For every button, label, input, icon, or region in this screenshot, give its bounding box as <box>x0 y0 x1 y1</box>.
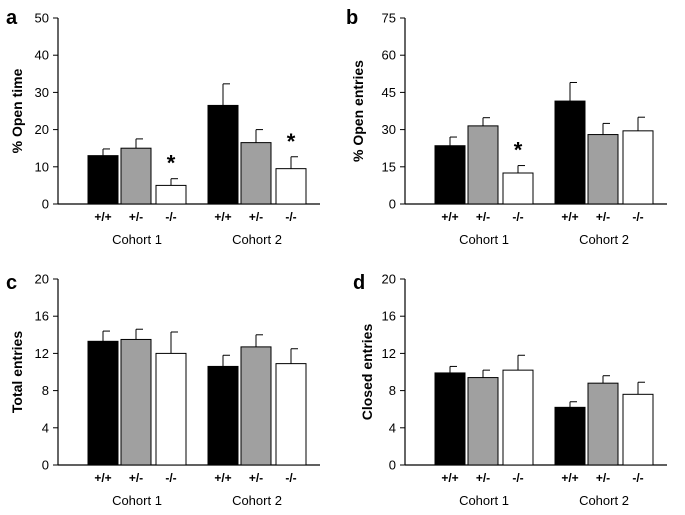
panel-label: a <box>6 7 18 29</box>
y-tick-label: 40 <box>35 48 49 63</box>
cohort-label: Cohort 2 <box>579 232 629 247</box>
y-tick-label: 30 <box>35 85 49 100</box>
category-label: +/- <box>129 210 143 224</box>
y-tick-label: 4 <box>389 420 396 435</box>
category-label: -/- <box>632 471 643 485</box>
y-tick-label: 12 <box>382 346 396 361</box>
bar-+/+ <box>87 340 119 466</box>
y-tick-label: 12 <box>35 346 49 361</box>
significance-marker: * <box>514 138 523 163</box>
category-label: +/+ <box>94 210 111 224</box>
cohort-label: Cohort 1 <box>112 493 162 508</box>
bar-+/- <box>120 338 152 466</box>
y-axis-label: Total entries <box>9 331 25 413</box>
y-tick-label: 10 <box>35 159 49 174</box>
cohort-label: Cohort 2 <box>579 493 629 508</box>
cohort-label: Cohort 2 <box>232 493 282 508</box>
bar--/- <box>502 369 534 466</box>
y-tick-label: 0 <box>42 197 49 212</box>
y-tick-label: 4 <box>42 420 49 435</box>
y-tick-label: 15 <box>382 159 396 174</box>
bar-+/- <box>120 147 152 205</box>
y-tick-label: 75 <box>382 11 396 26</box>
y-axis-label: % Open time <box>9 68 25 153</box>
y-tick-label: 50 <box>35 11 49 26</box>
category-label: +/- <box>129 471 143 485</box>
category-label: +/- <box>476 210 490 224</box>
bar-+/+ <box>434 145 466 205</box>
category-label: +/- <box>596 471 610 485</box>
bar-+/- <box>587 382 619 466</box>
category-label: +/+ <box>214 210 231 224</box>
bar--/- <box>155 352 187 466</box>
y-tick-label: 20 <box>35 272 49 287</box>
category-label: +/+ <box>94 471 111 485</box>
category-label: -/- <box>285 210 296 224</box>
category-label: -/- <box>512 471 523 485</box>
cohort-label: Cohort 1 <box>459 232 509 247</box>
y-tick-label: 60 <box>382 48 396 63</box>
y-tick-label: 8 <box>42 383 49 398</box>
category-label: +/+ <box>441 471 458 485</box>
bar--/- <box>155 184 187 205</box>
cohort-label: Cohort 2 <box>232 232 282 247</box>
significance-marker: * <box>287 129 296 154</box>
category-label: +/+ <box>214 471 231 485</box>
bar-+/- <box>467 377 499 466</box>
y-tick-label: 0 <box>389 197 396 212</box>
y-axis-label: Closed entries <box>359 324 375 421</box>
category-label: +/- <box>476 471 490 485</box>
y-tick-label: 16 <box>35 309 49 324</box>
significance-marker: * <box>167 151 176 176</box>
category-label: -/- <box>165 210 176 224</box>
y-tick-label: 0 <box>42 458 49 473</box>
y-tick-label: 20 <box>35 122 49 137</box>
category-label: +/- <box>249 471 263 485</box>
bar-+/+ <box>554 406 586 466</box>
bar--/- <box>622 393 654 466</box>
category-label: +/+ <box>441 210 458 224</box>
bar-+/+ <box>207 104 239 205</box>
y-axis-label: % Open entries <box>350 60 366 162</box>
y-tick-label: 8 <box>389 383 396 398</box>
bar-+/+ <box>434 372 466 466</box>
category-label: -/- <box>165 471 176 485</box>
bar-+/+ <box>87 155 119 205</box>
y-tick-label: 16 <box>382 309 396 324</box>
bar--/- <box>275 168 307 205</box>
bar--/- <box>622 130 654 205</box>
bar-+/- <box>587 134 619 205</box>
category-label: -/- <box>512 210 523 224</box>
y-tick-label: 45 <box>382 85 396 100</box>
category-label: +/+ <box>561 210 578 224</box>
y-tick-label: 20 <box>382 272 396 287</box>
category-label: +/- <box>249 210 263 224</box>
bar-+/- <box>467 125 499 205</box>
panel-label: c <box>6 272 17 294</box>
panel-label: d <box>353 272 365 294</box>
cohort-label: Cohort 1 <box>112 232 162 247</box>
bar--/- <box>502 172 534 205</box>
category-label: +/+ <box>561 471 578 485</box>
bar-+/+ <box>207 365 239 466</box>
category-label: -/- <box>285 471 296 485</box>
category-label: -/- <box>632 210 643 224</box>
bar-+/- <box>240 142 272 205</box>
y-tick-label: 0 <box>389 458 396 473</box>
bar-+/+ <box>554 100 586 205</box>
panel-label: b <box>346 7 358 29</box>
cohort-label: Cohort 1 <box>459 493 509 508</box>
y-tick-label: 30 <box>382 122 396 137</box>
category-label: +/- <box>596 210 610 224</box>
bar-+/- <box>240 346 272 466</box>
bar--/- <box>275 363 307 466</box>
